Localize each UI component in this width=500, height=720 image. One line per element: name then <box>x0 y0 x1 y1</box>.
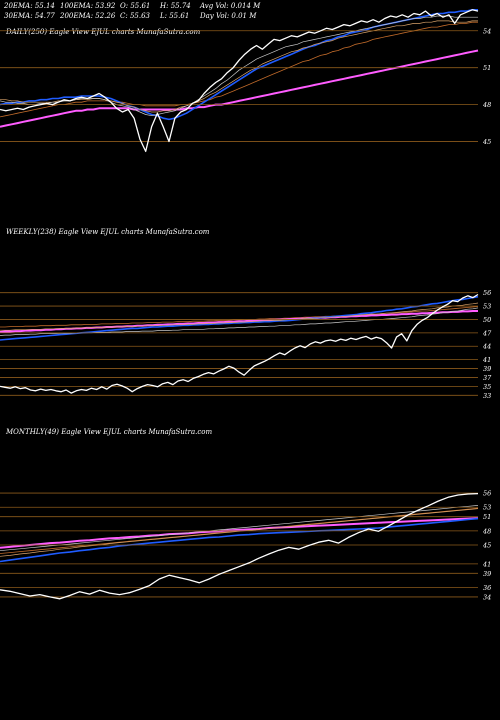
weekly-chart-title: WEEKLY(238) Eagle View EJUL charts Munaf… <box>6 228 210 236</box>
header-high: H: 55.74 <box>159 2 191 10</box>
weekly-y-tick-label: 33 <box>483 392 491 400</box>
monthly-y-tick-label: 51 <box>483 513 491 521</box>
header-avg-vol: Avg Vol: 0.014 M <box>199 2 261 10</box>
monthly-y-tick-label: 45 <box>482 542 491 550</box>
weekly-y-tick-label: 44 <box>482 343 491 351</box>
monthly-y-tick-label: 36 <box>483 584 491 592</box>
weekly-ema-line-5 <box>0 306 479 328</box>
weekly-y-tick-label: 56 <box>483 289 491 297</box>
weekly-y-tick-label: 35 <box>483 383 491 391</box>
header-low: L: 55.61 <box>159 12 189 20</box>
header-ema100: 100EMA: 53.92 <box>60 2 116 10</box>
daily-chart-panel: DAILY(250) Eagle View EJUL charts Munafa… <box>0 9 491 153</box>
monthly-chart-title: MONTHLY(49) Eagle View EJUL charts Munaf… <box>5 428 213 436</box>
monthly-y-tick-label: 41 <box>482 560 491 568</box>
monthly-y-tick-label: 39 <box>483 570 491 578</box>
monthly-ema-line-4 <box>0 517 479 549</box>
header-day-vol: Day Vol: 0.01 M <box>199 12 257 20</box>
weekly-y-tick-label: 47 <box>482 329 492 337</box>
monthly-y-tick-label: 53 <box>483 504 491 512</box>
weekly-y-tick-label: 37 <box>483 374 492 382</box>
monthly-chart-panel: MONTHLY(49) Eagle View EJUL charts Munaf… <box>0 428 491 601</box>
weekly-y-tick-label: 39 <box>483 365 491 373</box>
monthly-y-tick-label: 48 <box>482 527 491 535</box>
monthly-y-tick-label: 34 <box>483 593 491 601</box>
header-close: C: 55.63 <box>120 12 151 20</box>
daily-ema-line-1 <box>0 15 478 117</box>
daily-y-tick-label: 45 <box>482 138 491 146</box>
daily-y-tick-label: 48 <box>482 101 491 109</box>
weekly-ema-line-2 <box>0 302 479 331</box>
daily-y-tick-label: 51 <box>483 64 491 72</box>
header-ema20: 20EMA: 55.14 <box>3 2 55 10</box>
weekly-ema-line-4 <box>0 310 478 333</box>
indicator-header: 20EMA: 55.14 100EMA: 53.92 O: 55.61 H: 5… <box>3 2 261 20</box>
weekly-y-tick-label: 50 <box>483 316 491 324</box>
daily-price-line <box>0 9 479 153</box>
daily-chart-title: DAILY(250) Eagle View EJUL charts Munafa… <box>5 28 201 36</box>
monthly-price-line <box>0 492 479 600</box>
daily-ema-line-5 <box>0 21 478 118</box>
weekly-price-line <box>0 293 479 394</box>
weekly-y-tick-label: 41 <box>482 356 491 364</box>
weekly-y-tick-label: 53 <box>483 303 491 311</box>
monthly-ema-line-2 <box>0 508 479 557</box>
monthly-y-tick-label: 56 <box>483 490 491 498</box>
daily-y-tick-label: 54 <box>483 27 491 35</box>
header-open: O: 55.61 <box>120 2 150 10</box>
header-ema200: 200EMA: 52.26 <box>59 12 116 20</box>
monthly-ema-line-1 <box>0 505 479 552</box>
header-ema30: 30EMA: 54.77 <box>4 12 55 20</box>
daily-ema-line-2 <box>0 20 478 113</box>
weekly-chart-panel: WEEKLY(238) Eagle View EJUL charts Munaf… <box>0 228 492 400</box>
monthly-ema-line-3 <box>0 517 479 563</box>
